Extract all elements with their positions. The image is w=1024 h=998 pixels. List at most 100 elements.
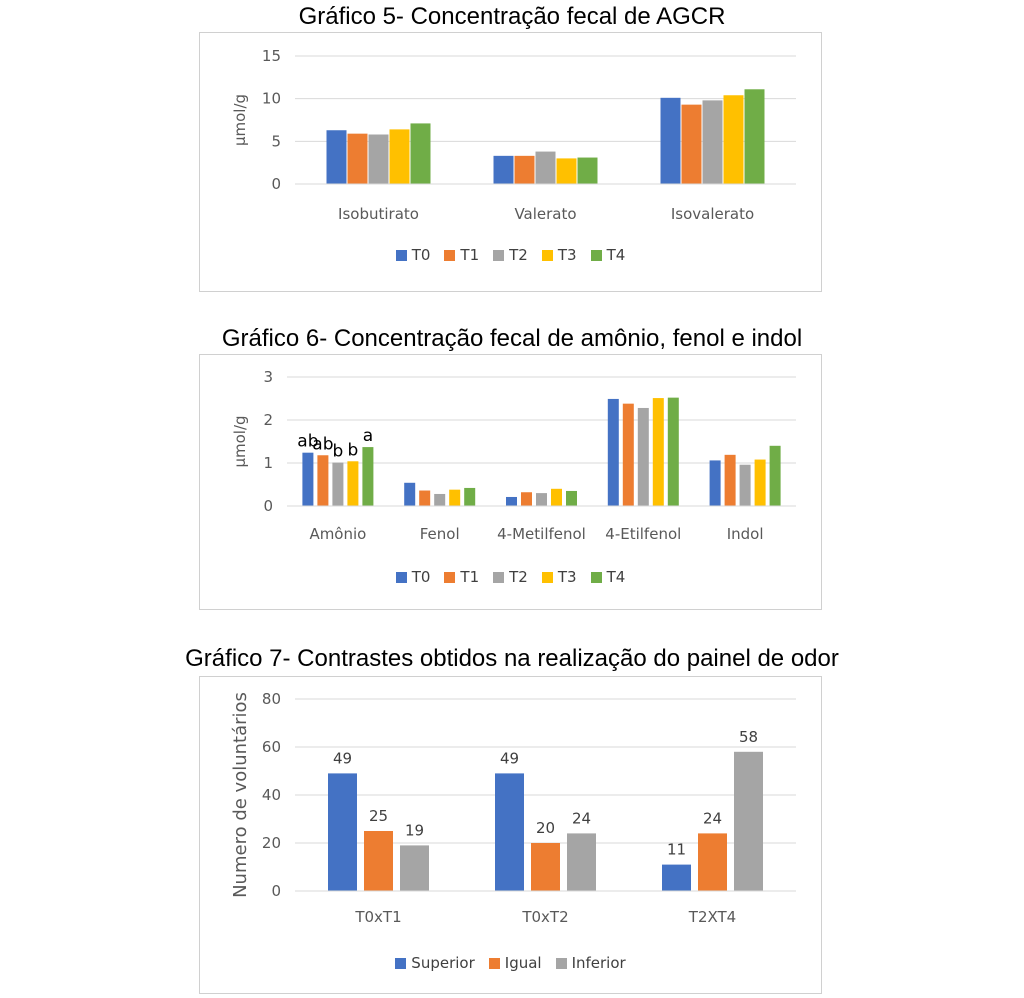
chart5-bar (723, 95, 744, 184)
chart5-legend-item: T2 (493, 246, 528, 264)
chart6-bar (506, 496, 517, 506)
chart7-data-label: 24 (572, 809, 591, 827)
chart7-ytick-label: 80 (262, 690, 281, 708)
chart6-bar (347, 461, 359, 506)
chart7-bar (662, 864, 691, 891)
chart6-category-label: 4-Etilfenol (605, 525, 681, 543)
chart6-bar (317, 455, 329, 506)
chart7-ytick-label: 0 (271, 882, 281, 900)
chart6-legend-swatch (493, 571, 505, 583)
chart6-legend-swatch (541, 571, 553, 583)
chart5-bar (410, 123, 431, 184)
chart5-legend-swatch (590, 249, 602, 261)
chart5-ytick-label: 0 (271, 175, 281, 193)
chart7-plot: 0 20 40 60 80 Numero de voluntários 49 25 19 T0xT… (230, 690, 796, 926)
chart5-legend-swatch (541, 249, 553, 261)
chart6-bar (404, 482, 416, 506)
chart5-ytick-label: 10 (262, 90, 281, 108)
chart5-bar (535, 151, 556, 184)
chart5-bar (389, 129, 410, 184)
chart6-legend-item: T1 (444, 568, 479, 586)
chart5-bar (556, 158, 577, 184)
chart6-category-label: 4-Metilfenol (497, 525, 586, 543)
chart5-bar (326, 130, 347, 184)
chart5-bar (347, 133, 368, 184)
chart5-category-label: Isovalerato (671, 205, 754, 223)
chart7-legend-swatch (488, 957, 500, 969)
chart6-category-label: Indol (727, 525, 764, 543)
chart7-legend-label: Igual (504, 954, 542, 972)
chart5-bar (660, 97, 681, 184)
chart7-ylabel: Numero de voluntários (230, 692, 251, 898)
chart6-bar (536, 493, 547, 506)
chart6-legend-swatch (444, 571, 456, 583)
chart6-bar (362, 447, 374, 506)
chart7-bar (495, 773, 524, 891)
chart5-legend-swatch (493, 249, 505, 261)
chart5-legend-swatch (444, 249, 456, 261)
chart7-title: Gráfico 7- Contrastes obtidos na realiza… (185, 645, 839, 672)
chart5-ytick-label: 5 (271, 132, 281, 150)
chart6-legend: T0 T1 T2 T3 T4 (200, 568, 821, 586)
chart6-category-label: Fenol (420, 525, 460, 543)
chart6-annotation: b (348, 440, 359, 460)
chart6-bar (566, 490, 577, 506)
chart7-data-label: 11 (667, 841, 686, 859)
chart6-ytick-label: 3 (263, 368, 273, 386)
chart7-category-label: T2XT4 (688, 908, 736, 926)
chart7-data-label: 49 (500, 749, 519, 767)
chart5-bar (368, 134, 389, 184)
chart6-bar (652, 398, 664, 506)
chart5-ylabel: µmol/g (231, 94, 249, 146)
chart5-legend-label: T2 (509, 246, 528, 264)
chart6-bar (302, 452, 314, 506)
chart7-legend-swatch (395, 957, 407, 969)
chart6-annotation: b (333, 442, 344, 462)
chart6-bar (551, 488, 562, 506)
chart6-bar (769, 445, 781, 506)
chart6-annotation: a (363, 426, 373, 446)
chart6-bar (754, 459, 766, 506)
chart5-bar (514, 155, 535, 184)
chart6-bar (449, 489, 461, 506)
chart7-bar (567, 833, 596, 891)
chart7-category-label: T0xT2 (521, 908, 568, 926)
chart6-ytick-label: 1 (263, 454, 273, 472)
chart7-bar (698, 833, 727, 891)
chart6-bar (464, 487, 476, 506)
chart6-bar (637, 407, 649, 506)
chart5-legend-label: T3 (557, 246, 577, 264)
chart7-data-label: 25 (369, 807, 388, 825)
chart6-bar (521, 492, 532, 506)
chart5-legend-label: T0 (411, 246, 431, 264)
chart6-ytick-label: 2 (263, 411, 273, 429)
chart5-bar (493, 155, 514, 184)
chart6-bar (434, 493, 446, 506)
chart5-plot: 0 5 10 15 µmol/g Isobutirato Valerato Isovalera… (231, 47, 796, 223)
chart7-legend-item: Igual (488, 954, 542, 972)
chart5-bar (744, 89, 765, 184)
chart5-legend-item: T4 (590, 246, 626, 264)
chart6-bar (607, 398, 619, 506)
chart5-legend-item: T3 (541, 246, 577, 264)
chart7-bar (400, 845, 429, 891)
chart7-legend-item: Inferior (555, 954, 626, 972)
chart6-title: Gráfico 6- Concentração fecal de amônio,… (221, 325, 803, 352)
chart7-bar (364, 831, 393, 891)
chart6-legend-swatch (590, 571, 602, 583)
chart6-legend-item: T4 (590, 568, 625, 586)
chart5-bar (702, 100, 723, 184)
chart6-ytick-label: 0 (263, 497, 273, 515)
chart6-legend-item: T2 (493, 568, 528, 586)
chart5-legend-label: T4 (606, 246, 626, 264)
chart7-data-label: 49 (333, 749, 352, 767)
chart7-data-label: 24 (703, 809, 722, 827)
chart7-legend: Superior Igual Inferior (200, 954, 821, 972)
chart6-legend-item: T3 (541, 568, 577, 586)
chart6-category-label: Amônio (309, 525, 366, 543)
chart5-panel: 0 5 10 15 µmol/g Isobutirato Valerato Isovalera… (199, 32, 822, 292)
chart5-legend-item: T1 (444, 246, 479, 264)
chart6-legend-swatch (395, 571, 407, 583)
chart7-panel: 0 20 40 60 80 Numero de voluntários 49 25 19 T0xT… (199, 676, 822, 994)
chart5-category-label: Isobutirato (338, 205, 419, 223)
